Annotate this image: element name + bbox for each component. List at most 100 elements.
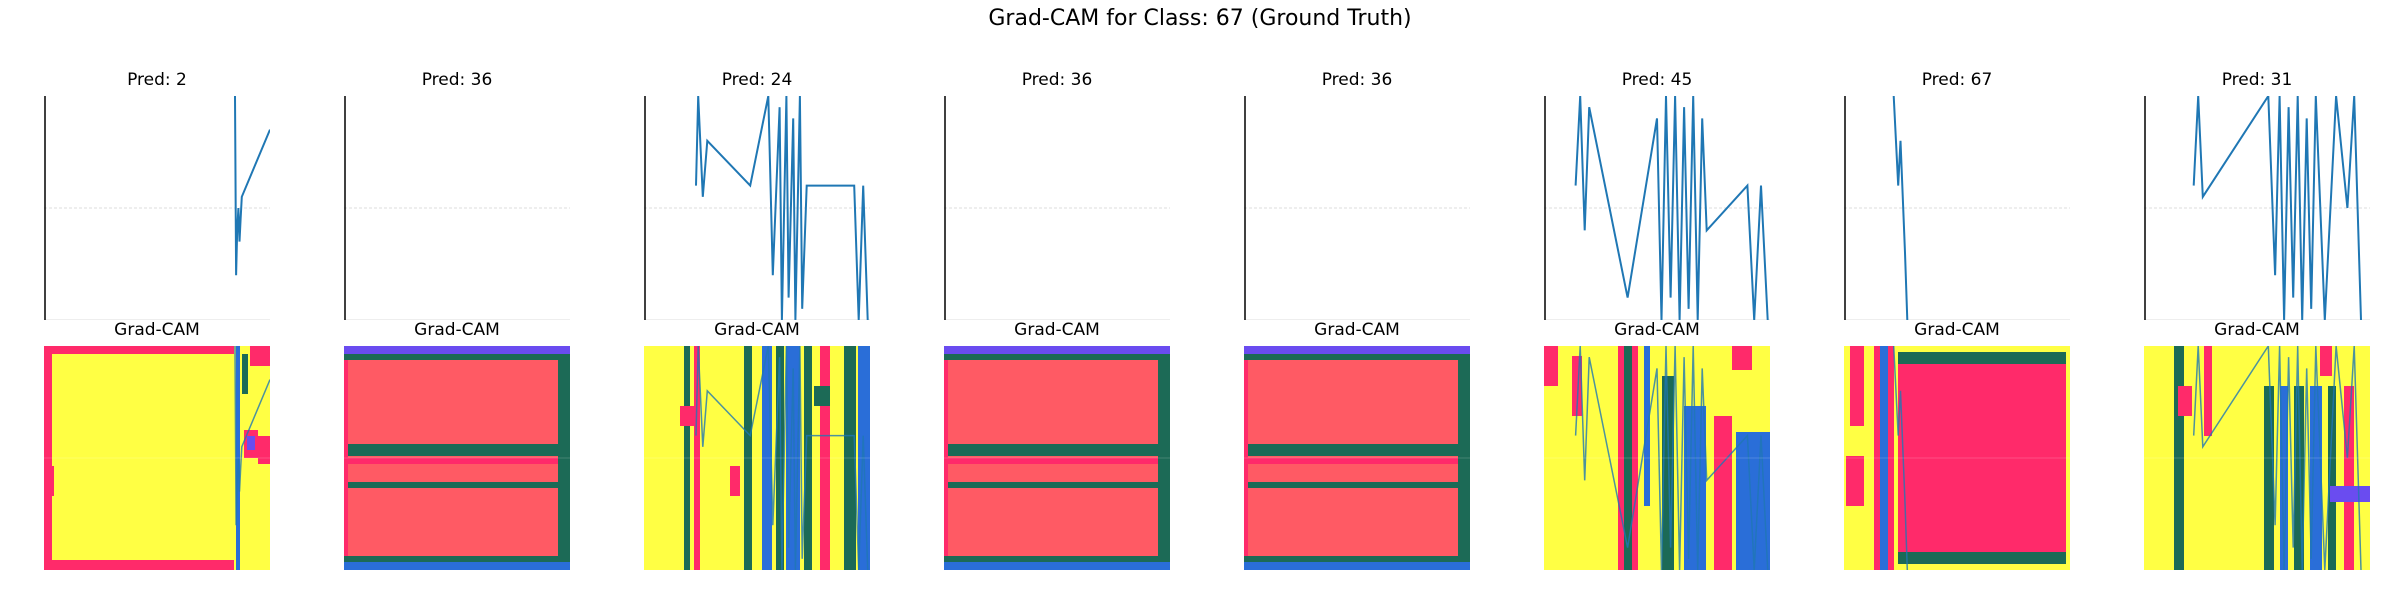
gradcam-overlay-line	[695, 346, 869, 570]
gradcam-title: Grad-CAM	[2214, 320, 2300, 340]
figure-suptitle: Grad-CAM for Class: 67 (Ground Truth)	[988, 6, 1412, 31]
heatmap-blob	[1544, 346, 1558, 386]
heatmap-band	[1880, 346, 1888, 570]
signal-plot	[1244, 96, 1470, 320]
prediction-title: Pred: 45	[1621, 70, 1693, 90]
heatmap-band	[1244, 556, 1470, 562]
gradcam-heatmap	[1844, 346, 2070, 570]
heatmap-blob	[730, 466, 740, 496]
prediction-title: Pred: 24	[721, 70, 793, 90]
heatmap-band	[1244, 354, 1470, 360]
heatmap-band	[344, 562, 570, 570]
prediction-title: Pred: 36	[421, 70, 493, 90]
heatmap-band	[2280, 386, 2288, 570]
gradcam-heatmap	[344, 346, 570, 570]
gradcam-overlay-line	[1574, 346, 1769, 570]
heatmap-band	[694, 346, 700, 570]
gradcam-title: Grad-CAM	[1314, 320, 1400, 340]
heatmap-band	[1244, 360, 1248, 556]
heatmap-band	[2344, 386, 2354, 570]
gradcam-title: Grad-CAM	[1614, 320, 1700, 340]
signal-series-line	[695, 96, 869, 320]
heatmap-band	[1244, 562, 1470, 570]
heatmap-band	[944, 346, 1170, 354]
prediction-title: Pred: 36	[1321, 70, 1393, 90]
heatmap-band	[944, 556, 1170, 562]
gradcam-title: Grad-CAM	[1914, 320, 2000, 340]
heatmap-region	[1898, 352, 2066, 564]
heatmap-blob	[2320, 346, 2332, 376]
gradcam-heatmap	[44, 346, 270, 570]
gradcam-title: Grad-CAM	[114, 320, 200, 340]
gradcam-heatmap	[1544, 346, 1770, 570]
gradcam-heatmap	[2144, 346, 2370, 570]
heatmap-band	[1158, 360, 1170, 556]
gradcam-overlay-line	[234, 346, 270, 526]
gradcam-overlay-line	[1892, 346, 1909, 570]
heatmap-band	[344, 360, 348, 556]
heatmap-blob	[2178, 386, 2192, 416]
prediction-title: Pred: 31	[2221, 70, 2293, 90]
heatmap-blob	[1732, 346, 1752, 370]
heatmap-blob	[44, 466, 54, 496]
heatmap-blob	[680, 406, 694, 426]
signal-plot	[644, 96, 870, 320]
heatmap-band	[944, 482, 1170, 488]
prediction-title: Pred: 36	[1021, 70, 1093, 90]
heatmap-region	[52, 354, 262, 560]
heatmap-band	[2174, 346, 2184, 570]
signal-plot	[344, 96, 570, 320]
heatmap-band	[2264, 386, 2274, 570]
heatmap-blob	[1850, 346, 1864, 426]
gradcam-heatmap	[1244, 346, 1470, 570]
heatmap-band	[1244, 444, 1470, 456]
signal-plot	[944, 96, 1170, 320]
heatmap-band	[2328, 386, 2336, 570]
heatmap-blob	[814, 386, 830, 406]
heatmap-band	[1898, 552, 2066, 564]
heatmap-band	[684, 346, 690, 570]
heatmap-blob	[247, 436, 255, 450]
signal-plot	[2144, 96, 2370, 320]
heatmap-band	[1244, 346, 1470, 354]
heatmap-band	[944, 458, 1170, 464]
heatmap-band	[1244, 458, 1470, 464]
gradcam-title: Grad-CAM	[714, 320, 800, 340]
signal-plot	[1544, 96, 1770, 320]
heatmap-band	[344, 354, 570, 360]
heatmap-band	[1458, 360, 1470, 556]
prediction-title: Pred: 2	[127, 70, 187, 90]
heatmap-band	[344, 556, 570, 562]
signal-series-line	[234, 96, 270, 276]
heatmap-band	[344, 346, 570, 354]
heatmap-band	[944, 354, 1170, 360]
heatmap-band	[1244, 482, 1470, 488]
heatmap-band	[2294, 386, 2304, 570]
heatmap-blob	[1572, 356, 1582, 416]
signal-series-line	[1574, 96, 1769, 320]
signal-plot	[1844, 96, 2070, 320]
heatmap-blob	[258, 436, 270, 464]
heatmap-band	[1714, 416, 1732, 570]
heatmap-band	[944, 562, 1170, 570]
heatmap-band	[242, 354, 248, 394]
heatmap-background	[644, 346, 870, 570]
heatmap-band	[558, 360, 570, 556]
heatmap-blob	[1846, 456, 1864, 506]
heatmap-blob	[2204, 346, 2212, 436]
heatmap-band	[762, 346, 772, 570]
heatmap-blob	[250, 346, 270, 366]
prediction-title: Pred: 67	[1921, 70, 1993, 90]
signal-plot	[44, 96, 270, 320]
heatmap-band	[844, 346, 856, 570]
heatmap-band	[944, 444, 1170, 456]
heatmap-band	[344, 458, 570, 464]
gradcam-heatmap	[644, 346, 870, 570]
heatmap-band	[820, 346, 830, 570]
heatmap-band	[1898, 352, 2066, 364]
signal-series-line	[1892, 96, 1909, 320]
heatmap-band	[744, 346, 752, 570]
gradcam-title: Grad-CAM	[1014, 320, 1100, 340]
heatmap-band	[344, 444, 570, 456]
